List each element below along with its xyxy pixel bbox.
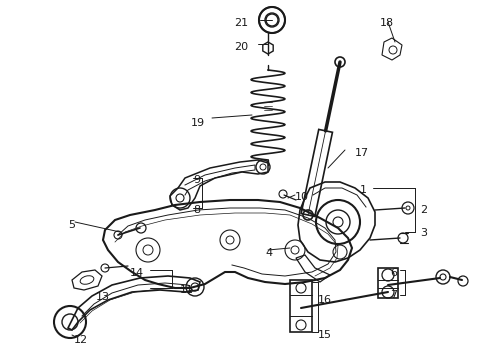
Text: 10: 10 xyxy=(294,192,308,202)
Text: 18: 18 xyxy=(379,18,393,28)
Text: 5: 5 xyxy=(68,220,75,230)
Circle shape xyxy=(259,7,285,33)
Text: 14: 14 xyxy=(130,268,144,278)
Text: 12: 12 xyxy=(74,335,88,345)
Text: 4: 4 xyxy=(264,248,271,258)
Text: 9: 9 xyxy=(193,175,200,185)
Text: 6: 6 xyxy=(389,268,396,278)
Circle shape xyxy=(279,190,286,198)
Text: 16: 16 xyxy=(317,295,331,305)
Text: 17: 17 xyxy=(354,148,368,158)
Text: 11: 11 xyxy=(180,285,194,295)
Text: 13: 13 xyxy=(96,292,110,302)
Text: 19: 19 xyxy=(190,118,204,128)
Text: 8: 8 xyxy=(193,205,200,215)
Text: 1: 1 xyxy=(359,185,366,195)
Text: 15: 15 xyxy=(317,330,331,340)
Text: 20: 20 xyxy=(233,42,247,52)
Text: 21: 21 xyxy=(233,18,247,28)
Circle shape xyxy=(264,13,279,27)
Text: 3: 3 xyxy=(419,228,426,238)
Polygon shape xyxy=(262,42,273,54)
Text: 7: 7 xyxy=(389,290,396,300)
Circle shape xyxy=(101,264,109,272)
Text: 2: 2 xyxy=(419,205,426,215)
